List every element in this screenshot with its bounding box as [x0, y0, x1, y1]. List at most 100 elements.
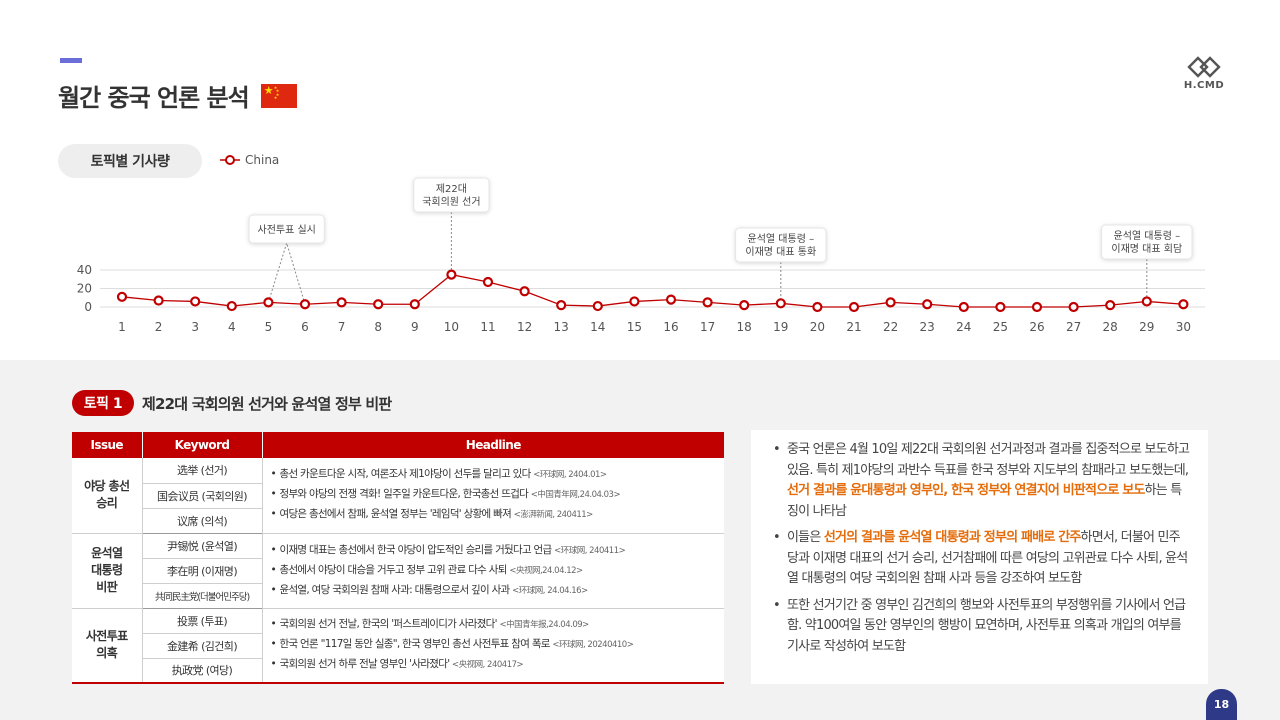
- headline-item: 국회의원 선거 하루 전날 영부인 '사라졌다' <央视网, 240417>: [271, 655, 719, 675]
- hcmd-logo-icon: [1187, 56, 1221, 78]
- annotation-label: 이재명 대표 통화: [745, 246, 816, 258]
- x-tick-label: 14: [590, 320, 605, 334]
- headline-item: 총선에서 야당이 대승을 거두고 정부 고위 관료 다수 사퇴 <央视网,24.…: [271, 561, 719, 581]
- data-point: [1141, 296, 1152, 307]
- headline-item: 총선 카운트다운 시작, 여론조사 제1야당이 선두를 달리고 있다 <环球网,…: [271, 465, 719, 485]
- chart-section-pill: 토픽별 기사량: [58, 144, 202, 178]
- x-tick-label: 23: [920, 320, 935, 334]
- keyword-cell: 共同民主党(더불어민주당): [142, 583, 263, 609]
- summary-bullet: 이들은 선거의 결과를 윤석열 대통령과 정부의 패배로 간주하면서, 더불어 …: [773, 528, 1190, 590]
- x-tick-label: 16: [663, 320, 678, 334]
- annotation-label: 사전투표 실시: [258, 224, 316, 236]
- data-point: [1031, 301, 1043, 313]
- keyword-cell: 金建希 (김건희): [142, 633, 263, 659]
- x-tick-label: 28: [1103, 320, 1118, 334]
- data-point: [1178, 299, 1189, 310]
- title-accent-bar: [60, 58, 82, 63]
- logo-text: H.CMD: [1183, 80, 1225, 91]
- x-tick-label: 17: [700, 320, 715, 334]
- x-tick-label: 20: [810, 320, 825, 334]
- x-tick-label: 5: [265, 320, 273, 334]
- issue-cell: 사전투표 의혹: [72, 608, 143, 684]
- issue-cell: 윤석열 대통령 비판: [72, 533, 143, 609]
- table-row: 国会议员 (국회의원): [72, 483, 724, 509]
- table-row: 执政党 (여당): [72, 658, 724, 684]
- x-tick-label: 6: [301, 320, 309, 334]
- data-point: [446, 269, 457, 280]
- table-row: 李在明 (이재명): [72, 558, 724, 584]
- page-title: 월간 중국 언론 분석 ★ ★ ★ ★ ★: [58, 78, 297, 113]
- topic-title: 제22대 국회의원 선거와 윤석열 정부 비판: [142, 395, 392, 413]
- topic-badge: 토픽 1: [72, 390, 134, 416]
- hcmd-logo: H.CMD: [1182, 56, 1226, 91]
- data-point: [226, 300, 237, 312]
- data-point: [299, 299, 311, 310]
- headline-item: 정부와 야당의 전쟁 격화! 일주일 카운트다운, 한국총선 뜨겁다 <中国青年…: [271, 485, 719, 505]
- data-point: [519, 286, 530, 297]
- header-keyword: Keyword: [142, 432, 263, 458]
- data-point: [116, 291, 128, 302]
- data-point: [190, 296, 201, 307]
- data-point: [848, 301, 860, 313]
- annotation-label: 윤석열 대통령 –: [1114, 230, 1181, 242]
- keyword-cell: 投票 (투표): [142, 608, 263, 634]
- legend-marker-icon: [220, 155, 240, 165]
- data-point: [665, 294, 677, 305]
- data-point: [263, 297, 274, 308]
- headline-cell: 총선 카운트다운 시작, 여론조사 제1야당이 선두를 달리고 있다 <环球网,…: [262, 458, 724, 534]
- annotation-box: [413, 177, 490, 213]
- table-row: 议席 (의석): [72, 508, 724, 534]
- x-tick-label: 19: [773, 320, 788, 334]
- data-point: [995, 301, 1006, 313]
- x-tick-label: 12: [517, 320, 532, 334]
- table-row: 共同民主党(더불어민주당): [72, 583, 724, 609]
- data-point: [775, 298, 786, 309]
- headline-item: 윤석열, 여당 국회의원 참패 사과: 대통령으로서 깊이 사과 <环球网, 2…: [271, 581, 719, 601]
- data-point: [336, 297, 347, 308]
- data-point: [409, 299, 420, 310]
- data-point: [592, 300, 603, 312]
- x-tick-label: 25: [993, 320, 1008, 334]
- annotation-label: 이재명 대표 회담: [1111, 243, 1182, 255]
- headline-item: 이재명 대표는 총선에서 한국 야당이 압도적인 승리를 거뒀다고 언급 <环球…: [271, 541, 719, 561]
- annotation-box: [735, 227, 827, 263]
- keyword-cell: 议席 (의석): [142, 508, 263, 534]
- keyword-cell: 李在明 (이재명): [142, 558, 263, 584]
- x-tick-label: 26: [1029, 320, 1044, 334]
- china-flag-icon: ★ ★ ★ ★ ★: [260, 83, 297, 108]
- summary-bullet: 또한 선거기간 중 영부인 김건희의 행보와 사전투표의 부정행위를 기사에서 …: [773, 596, 1190, 658]
- data-point: [739, 300, 750, 311]
- series-line-china: [121, 273, 1184, 308]
- y-tick-label: 20: [77, 282, 92, 296]
- x-tick-label: 18: [737, 320, 752, 334]
- summary-box: 중국 언론은 4월 10일 제22대 국회의원 선거과정과 결과를 집중적으로 …: [751, 430, 1208, 684]
- x-tick-label: 7: [338, 320, 346, 334]
- data-point: [373, 299, 384, 310]
- annotation-label: 윤석열 대통령 –: [748, 233, 815, 245]
- headline-cell: 국회의원 선거 전날, 한국의 '퍼스트레이디가 사라졌다' <中国青年报,24…: [262, 608, 724, 684]
- x-tick-label: 15: [627, 320, 642, 334]
- headline-cell: 이재명 대표는 총선에서 한국 야당이 압도적인 승리를 거뒀다고 언급 <环球…: [262, 533, 724, 609]
- headline-item: 여당은 총선에서 참패, 윤석열 정부는 '레임덕' 상황에 빠져 <澎湃新闻,…: [271, 505, 719, 525]
- headline-item: 국회의원 선거 전날, 한국의 '퍼스트레이디가 사라졌다' <中国青年报,24…: [271, 615, 719, 635]
- keyword-cell: 尹锡悦 (윤석열): [142, 533, 263, 559]
- data-point: [922, 299, 933, 310]
- data-point: [812, 301, 823, 313]
- x-tick-label: 10: [444, 320, 459, 334]
- data-point: [1105, 300, 1116, 311]
- x-tick-label: 29: [1139, 320, 1154, 334]
- data-point: [958, 301, 969, 313]
- page-title-text: 월간 중국 언론 분석: [58, 84, 250, 112]
- data-point: [153, 295, 164, 306]
- headline-item: 한국 언론 "117일 동안 실종", 한국 영부인 총선 사전투표 참여 폭로…: [271, 635, 719, 655]
- header-issue: Issue: [72, 432, 143, 458]
- x-tick-label: 11: [480, 320, 495, 334]
- x-tick-label: 1: [118, 320, 126, 334]
- keyword-cell: 选举 (선거): [142, 458, 263, 484]
- data-point: [556, 300, 567, 311]
- summary-bullet: 중국 언론은 4월 10일 제22대 국회의원 선거과정과 결과를 집중적으로 …: [773, 440, 1190, 522]
